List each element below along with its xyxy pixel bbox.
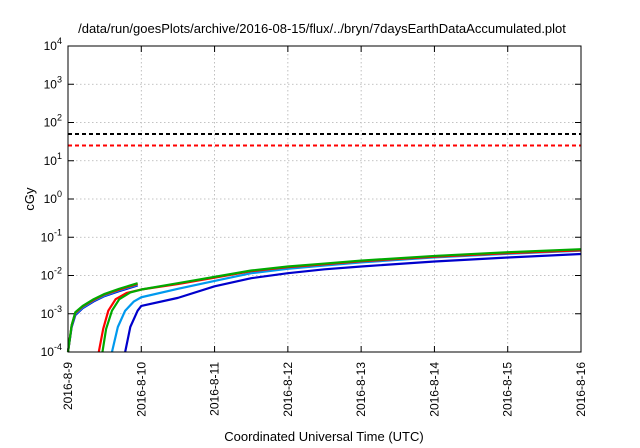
x-tick-label: 2016-8-10 [134, 362, 148, 417]
x-tick-label: 2016-8-16 [574, 362, 588, 417]
x-axis-ticks: 2016-8-9 2016-8-10 2016-8-11 2016-8-12 2016-… [61, 46, 588, 417]
y-tick-label: 10-1 [41, 227, 62, 244]
x-tick-label: 2016-8-13 [354, 362, 368, 417]
x-tick-label: 2016-8-14 [427, 362, 441, 417]
y-tick-label: 102 [44, 113, 62, 130]
y-tick-label: 10-2 [41, 266, 62, 283]
x-tick-label: 2016-8-12 [281, 362, 295, 417]
series-line [66, 282, 138, 353]
x-axis-title: Coordinated Universal Time (UTC) [224, 429, 423, 444]
series-lines [66, 248, 582, 353]
y-tick-label: 104 [44, 36, 62, 53]
series-line [101, 248, 582, 353]
threshold-lines [68, 133, 581, 147]
y-axis-ticks: 10-4 10-3 10-2 10-1 100 101 102 103 104 [41, 36, 581, 359]
y-tick-label: 10-4 [41, 342, 62, 359]
y-tick-label: 10-3 [41, 304, 62, 321]
y-tick-label: 103 [44, 74, 62, 91]
chart-title: /data/run/goesPlots/archive/2016-08-15/f… [78, 21, 566, 36]
x-tick-label: 2016-8-15 [501, 362, 515, 417]
x-tick-label: 2016-8-9 [61, 362, 75, 410]
series-line [110, 249, 582, 353]
x-tick-label: 2016-8-11 [208, 362, 222, 416]
y-axis-title: cGy [22, 187, 37, 211]
grid [68, 46, 581, 352]
y-tick-label: 100 [44, 189, 62, 206]
series-line [97, 249, 582, 353]
y-tick-label: 101 [44, 151, 62, 168]
series-line [124, 252, 582, 353]
